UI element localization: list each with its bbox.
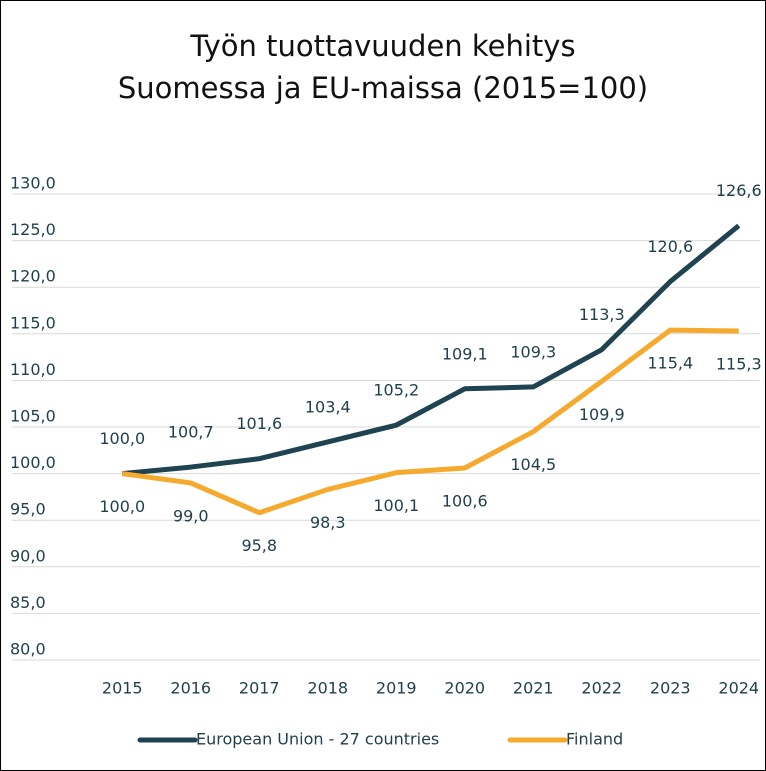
data-label: 95,8 <box>241 536 277 555</box>
x-tick-label: 2021 <box>513 679 554 698</box>
x-tick-label: 2015 <box>102 679 143 698</box>
y-tick-label: 120,0 <box>10 267 56 286</box>
data-label: 98,3 <box>310 513 346 532</box>
data-label: 99,0 <box>173 506 209 525</box>
x-tick-label: 2022 <box>581 679 622 698</box>
data-label: 104,5 <box>510 455 556 474</box>
y-tick-label: 125,0 <box>10 220 56 239</box>
data-label: 113,3 <box>579 305 625 324</box>
y-tick-label: 115,0 <box>10 313 56 332</box>
x-tick-label: 2016 <box>170 679 211 698</box>
chart-title: Työn tuottavuuden kehitys <box>189 29 575 63</box>
data-label: 100,6 <box>442 492 488 511</box>
data-label: 100,1 <box>373 496 419 515</box>
series-line <box>122 223 741 477</box>
y-tick-label: 100,0 <box>10 453 56 472</box>
y-tick-label: 80,0 <box>10 640 46 659</box>
y-tick-label: 130,0 <box>10 174 56 193</box>
series-line <box>121 327 739 516</box>
y-tick-label: 85,0 <box>10 593 46 612</box>
x-tick-label: 2017 <box>239 679 280 698</box>
x-tick-label: 2018 <box>307 679 348 698</box>
y-tick-label: 90,0 <box>10 546 46 565</box>
legend-label: European Union - 27 countries <box>196 730 439 749</box>
data-label: 105,2 <box>373 381 419 400</box>
data-label: 109,9 <box>579 405 625 424</box>
y-tick-label: 105,0 <box>10 407 56 426</box>
data-label: 100,0 <box>99 497 145 516</box>
data-label: 115,4 <box>647 354 693 373</box>
x-tick-label: 2019 <box>376 679 417 698</box>
chart-title: Suomessa ja EU-maissa (2015=100) <box>118 71 648 105</box>
x-tick-label: 2023 <box>650 679 691 698</box>
y-tick-label: 110,0 <box>10 360 56 379</box>
data-label: 126,6 <box>716 181 762 200</box>
data-label: 115,3 <box>716 355 762 374</box>
x-tick-label: 2024 <box>718 679 759 698</box>
data-label: 103,4 <box>305 397 351 416</box>
y-tick-label: 95,0 <box>10 500 46 519</box>
data-label: 100,7 <box>168 423 214 442</box>
data-label: 109,3 <box>510 342 556 361</box>
data-label: 109,1 <box>442 344 488 363</box>
data-label: 120,6 <box>647 237 693 256</box>
x-tick-label: 2020 <box>444 679 485 698</box>
data-label: 100,0 <box>99 429 145 448</box>
legend-label: Finland <box>566 730 623 749</box>
data-label: 101,6 <box>236 414 282 433</box>
